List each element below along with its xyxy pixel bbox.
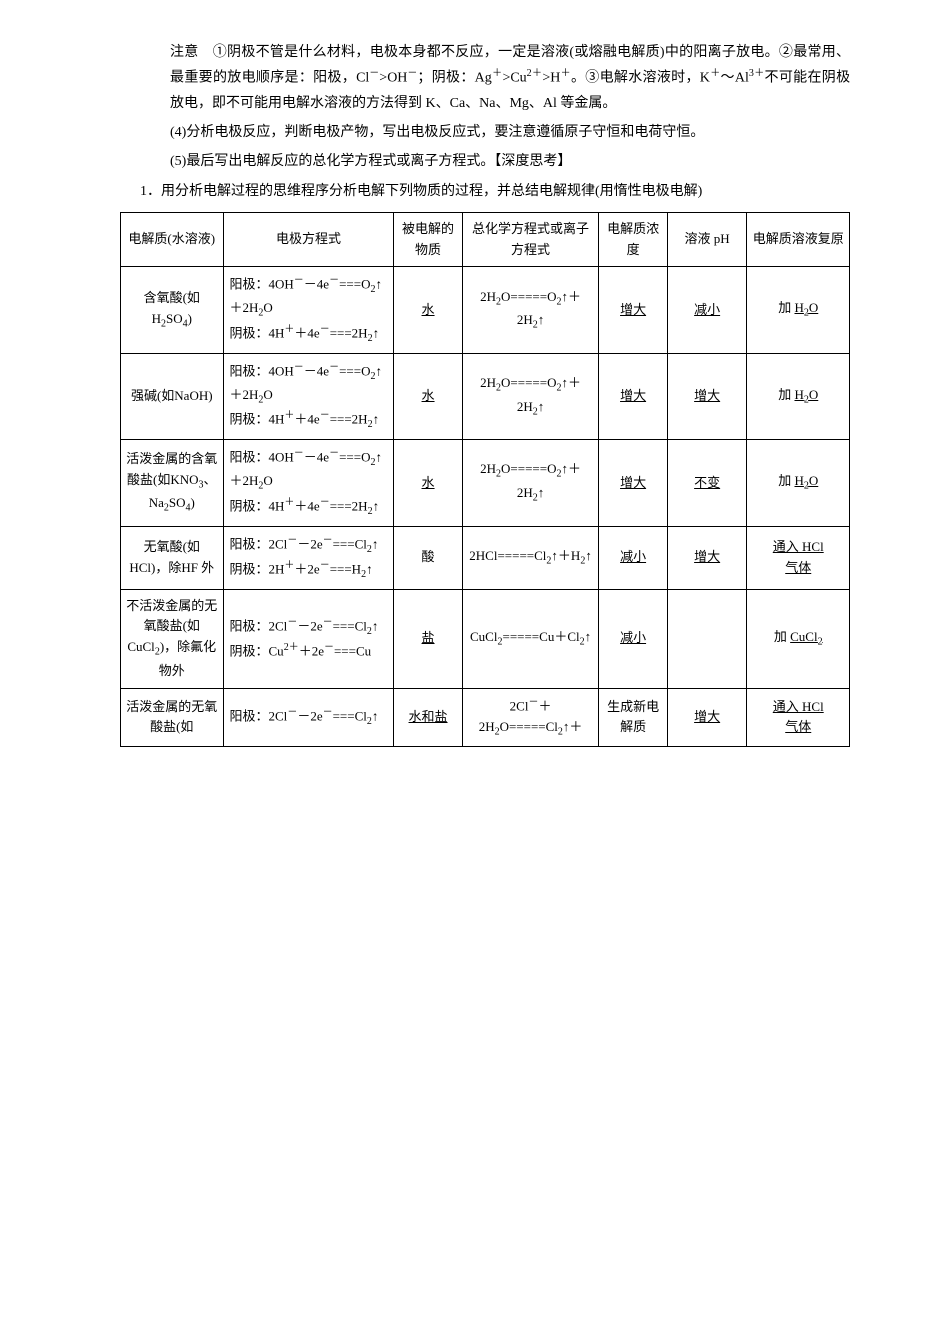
cell-concentration: 减小 [599,589,667,688]
cell-concentration: 增大 [599,267,667,353]
header-ph: 溶液 pH [667,212,747,267]
table-header-row: 电解质(水溶液) 电极方程式 被电解的物质 总化学方程式或离子方程式 电解质浓度… [121,212,850,267]
header-concentration: 电解质浓度 [599,212,667,267]
cell-substance: 水 [394,353,462,439]
cell-electrode-eq: 阳极：4OH－－4e－===O2↑＋2H2O阴极：4H＋＋4e－===2H2↑ [223,353,394,439]
table-row: 活泼金属的无氧酸盐(如 阳极：2Cl－－2e－===Cl2↑ 水和盐 2Cl－＋… [121,688,850,747]
cell-concentration: 生成新电解质 [599,688,667,747]
cell-substance: 酸 [394,526,462,589]
cell-ph [667,589,747,688]
cell-electrolyte: 活泼金属的无氧酸盐(如 [121,688,224,747]
cell-substance: 水 [394,267,462,353]
header-electrode-eq: 电极方程式 [223,212,394,267]
cell-total-eq: CuCl2=====Cu＋Cl2↑ [462,589,599,688]
cell-total-eq: 2H2O=====O2↑＋2H2↑ [462,267,599,353]
cell-ph: 增大 [667,688,747,747]
note-1: 注意 ①阴极不管是什么材料，电极本身都不反应，一定是溶液(或熔融电解质)中的阳离… [120,40,850,116]
cell-total-eq: 2Cl－＋2H2O=====Cl2↑＋ [462,688,599,747]
cell-electrode-eq: 阳极：2Cl－－2e－===Cl2↑阴极：2H＋＋2e－===H2↑ [223,526,394,589]
cell-restore: 加 H2O [747,440,850,526]
header-electrolyte: 电解质(水溶液) [121,212,224,267]
cell-electrode-eq: 阳极：4OH－－4e－===O2↑＋2H2O阴极：4H＋＋4e－===2H2↑ [223,440,394,526]
table-row: 含氧酸(如H2SO4) 阳极：4OH－－4e－===O2↑＋2H2O阴极：4H＋… [121,267,850,353]
cell-total-eq: 2HCl=====Cl2↑＋H2↑ [462,526,599,589]
cell-concentration: 增大 [599,440,667,526]
header-substance: 被电解的物质 [394,212,462,267]
cell-concentration: 增大 [599,353,667,439]
table-row: 强碱(如NaOH) 阳极：4OH－－4e－===O2↑＋2H2O阴极：4H＋＋4… [121,353,850,439]
cell-restore: 加 H2O [747,353,850,439]
cell-total-eq: 2H2O=====O2↑＋2H2↑ [462,440,599,526]
cell-restore: 通入 HCl气体 [747,526,850,589]
cell-electrolyte: 强碱(如NaOH) [121,353,224,439]
electrolysis-table: 电解质(水溶液) 电极方程式 被电解的物质 总化学方程式或离子方程式 电解质浓度… [120,212,850,747]
question-1: 1．用分析电解过程的思维程序分析电解下列物质的过程，并总结电解规律(用惰性电极电… [120,179,850,204]
cell-electrolyte: 活泼金属的含氧酸盐(如KNO3、Na2SO4) [121,440,224,526]
cell-substance: 水 [394,440,462,526]
cell-restore: 加 H2O [747,267,850,353]
cell-electrode-eq: 阳极：2Cl－－2e－===Cl2↑阴极：Cu2＋＋2e－===Cu [223,589,394,688]
table-row: 不活泼金属的无氧酸盐(如CuCl2)，除氟化物外 阳极：2Cl－－2e－===C… [121,589,850,688]
note-5: (5)最后写出电解反应的总化学方程式或离子方程式。【深度思考】 [120,149,850,174]
cell-electrolyte: 含氧酸(如H2SO4) [121,267,224,353]
cell-ph: 减小 [667,267,747,353]
cell-ph: 增大 [667,353,747,439]
cell-total-eq: 2H2O=====O2↑＋2H2↑ [462,353,599,439]
cell-ph: 增大 [667,526,747,589]
cell-ph: 不变 [667,440,747,526]
header-restore: 电解质溶液复原 [747,212,850,267]
header-total-eq: 总化学方程式或离子方程式 [462,212,599,267]
cell-electrolyte: 无氧酸(如HCl)，除HF 外 [121,526,224,589]
cell-electrolyte: 不活泼金属的无氧酸盐(如CuCl2)，除氟化物外 [121,589,224,688]
cell-substance: 盐 [394,589,462,688]
cell-restore: 加 CuCl2 [747,589,850,688]
cell-electrode-eq: 阳极：2Cl－－2e－===Cl2↑ [223,688,394,747]
note-4: (4)分析电极反应，判断电极产物，写出电极反应式，要注意遵循原子守恒和电荷守恒。 [120,120,850,145]
cell-concentration: 减小 [599,526,667,589]
cell-substance: 水和盐 [394,688,462,747]
cell-restore: 通入 HCl气体 [747,688,850,747]
table-row: 活泼金属的含氧酸盐(如KNO3、Na2SO4) 阳极：4OH－－4e－===O2… [121,440,850,526]
table-row: 无氧酸(如HCl)，除HF 外 阳极：2Cl－－2e－===Cl2↑阴极：2H＋… [121,526,850,589]
cell-electrode-eq: 阳极：4OH－－4e－===O2↑＋2H2O阴极：4H＋＋4e－===2H2↑ [223,267,394,353]
